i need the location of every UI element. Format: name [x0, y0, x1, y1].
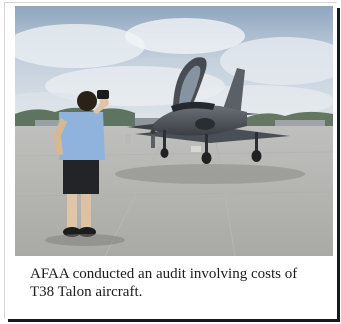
frame-shadow-right [336, 8, 340, 320]
aircraft-photo [15, 6, 333, 256]
frame-shadow-bottom [8, 318, 340, 322]
figure-caption: AFAA conducted an audit involving costs … [30, 266, 298, 300]
